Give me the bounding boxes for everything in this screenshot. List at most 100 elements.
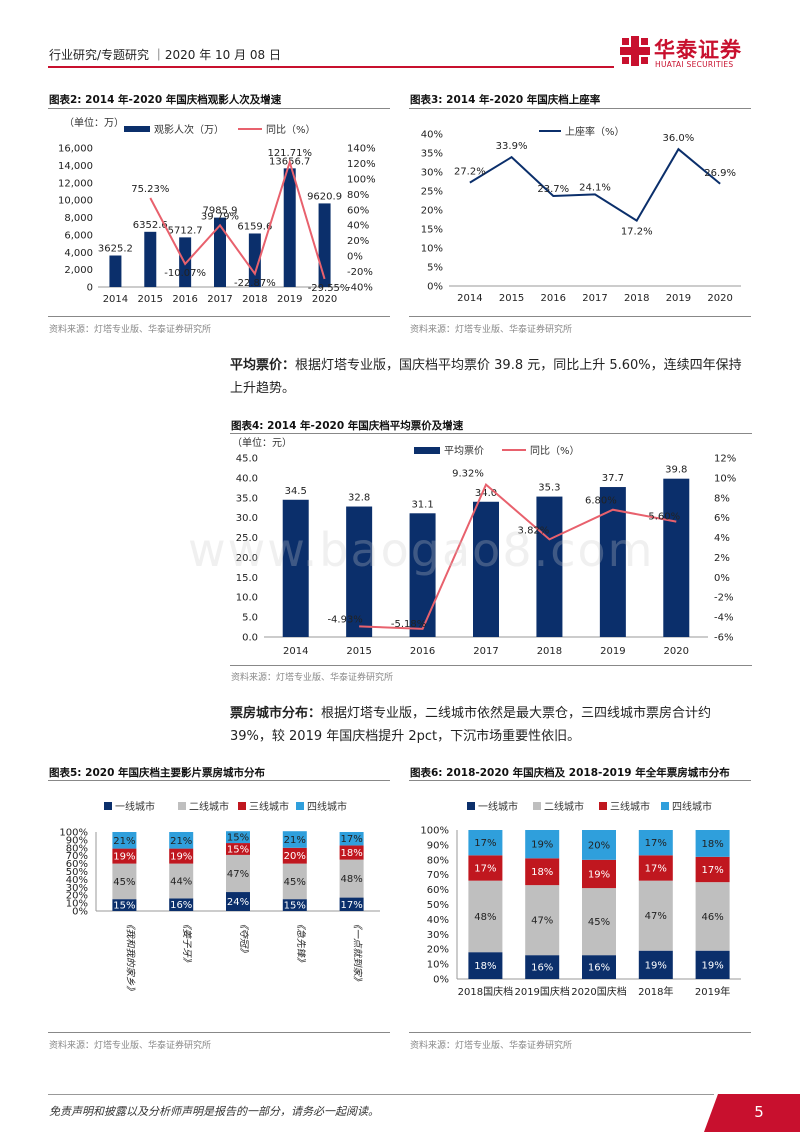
fig2-line-label: 39.79% bbox=[201, 211, 239, 222]
fig2-bar bbox=[248, 233, 261, 287]
fig5-segment bbox=[112, 899, 137, 911]
fig2-yaxis-right-tick: 0% bbox=[347, 252, 363, 263]
footer-disclaimer: 免责声明和披露以及分析师声明是报告的一部分，请务必一起阅读。 bbox=[49, 1105, 379, 1118]
fig6-x-tick: 2018国庆档 bbox=[458, 985, 513, 998]
fig2-line-label: -10.07% bbox=[164, 268, 206, 279]
fig4-bar-label: 39.8 bbox=[665, 465, 687, 476]
fig6-legend-swatch bbox=[599, 802, 607, 810]
fig6-segment bbox=[468, 880, 503, 953]
fig6-segment-label: 20% bbox=[588, 840, 610, 851]
fig4-legend-line-label: 同比（%） bbox=[530, 445, 580, 457]
fig4-yaxis-left-tick: 0.0 bbox=[242, 633, 258, 644]
fig6-y-tick: 60% bbox=[427, 885, 449, 896]
fig6-segment-label: 19% bbox=[645, 960, 667, 971]
fig5-segment bbox=[112, 863, 137, 900]
fig2-unit-label: （单位：万） bbox=[64, 116, 124, 129]
fig2-chart: （单位：万） 观影人次（万） 同比（%） 0 2,000 4,000 6,000 8,000 1… bbox=[58, 116, 376, 305]
fig2-line-label: 121.71% bbox=[267, 148, 312, 159]
fig3-line bbox=[469, 147, 721, 223]
fig6-legend-label: 一线城市 bbox=[478, 800, 518, 813]
fig6-top-rule bbox=[409, 780, 751, 781]
fig4-chart: （单位：元） 平均票价 同比（%） 0.0 5.0 10.0 15.0 20.0 25.0 30.… bbox=[232, 436, 736, 657]
logo-english: HUATAI SECURITIES bbox=[655, 60, 734, 69]
fig4-yaxis-right-tick: -6% bbox=[714, 633, 733, 644]
fig3-legend-label: 上座率（%） bbox=[565, 125, 625, 138]
fig6-chart: 一线城市 二线城市 三线城市 四线城市 0% 10% 20% 30% 40% 50% 60% 70% 8… bbox=[420, 800, 741, 998]
fig5-segment-label: 17% bbox=[340, 900, 362, 911]
fig6-segment-label: 16% bbox=[588, 963, 610, 974]
fig6-legend-label: 四线城市 bbox=[672, 800, 712, 813]
fig6-segment bbox=[525, 885, 560, 956]
fig5-legend-label: 一线城市 bbox=[115, 800, 155, 813]
fig5-segment bbox=[282, 831, 307, 848]
fig5-segment bbox=[226, 892, 250, 911]
fig3-title: 图表3: 2014 年-2020 年国庆档上座率 bbox=[410, 94, 601, 106]
fig6-segment-label: 19% bbox=[588, 869, 610, 880]
fig5-segment bbox=[226, 843, 250, 855]
fig5-title: 图表5: 2020 年国庆档主要影片票房城市分布 bbox=[49, 767, 266, 779]
fig2-bar-label: 3625.2 bbox=[98, 244, 133, 255]
header-rule bbox=[48, 66, 614, 68]
fig2-yaxis-right-tick: 100% bbox=[347, 174, 376, 185]
fig6-source: 资料来源：灯塔专业版、华泰证券研究所 bbox=[410, 1041, 573, 1051]
fig2-yaxis-left-tick: 10,000 bbox=[58, 196, 93, 207]
fig6-y-tick: 0% bbox=[433, 975, 449, 986]
fig6-segment-label: 19% bbox=[701, 960, 723, 971]
fig3-data-label: 24.1% bbox=[579, 182, 611, 193]
fig2-yaxis-right-tick: -20% bbox=[347, 267, 373, 278]
fig5-segment-label: 21% bbox=[113, 836, 135, 847]
fig2-yaxis-left-tick: 2,000 bbox=[64, 265, 93, 276]
fig4-yaxis-left-tick: 30.0 bbox=[236, 513, 258, 524]
fig3-data-label: 36.0% bbox=[663, 133, 695, 144]
fig3-x-tick: 2015 bbox=[499, 293, 524, 304]
fig4-source: 资料来源：灯塔专业版、华泰证券研究所 bbox=[231, 673, 394, 683]
fig4-bar bbox=[346, 506, 373, 637]
fig4-yaxis-left-tick: 5.0 bbox=[242, 613, 258, 624]
fig4-bar-label: 31.1 bbox=[411, 499, 433, 510]
fig5-segment bbox=[169, 898, 194, 911]
fig2-bar bbox=[283, 168, 296, 287]
fig6-legend-swatch bbox=[533, 802, 541, 810]
fig2-x-tick: 2020 bbox=[312, 294, 337, 305]
fig3-data-label: 17.2% bbox=[621, 227, 653, 238]
fig2-legend-line-label: 同比（%） bbox=[266, 124, 316, 136]
fig3-y-tick: 5% bbox=[427, 263, 443, 274]
fig4-yaxis-left-tick: 25.0 bbox=[236, 533, 258, 544]
fig4-yaxis-right-tick: -4% bbox=[714, 613, 733, 624]
fig6-legend-label: 三线城市 bbox=[610, 800, 650, 813]
fig5-bottom-rule bbox=[48, 1032, 390, 1033]
fig6-segment-label: 17% bbox=[645, 838, 667, 849]
fig2-yaxis-right-tick: 60% bbox=[347, 205, 369, 216]
fig5-y-tick: 100% bbox=[59, 828, 88, 839]
fig2-bar bbox=[318, 203, 331, 287]
fig6-legend-label: 二线城市 bbox=[544, 800, 584, 813]
fig5-segment bbox=[339, 845, 364, 860]
fig5-segment bbox=[339, 897, 364, 911]
fig3-y-tick: 0% bbox=[427, 282, 443, 293]
fig2-source: 资料来源：灯塔专业版、华泰证券研究所 bbox=[49, 325, 212, 335]
fig2-yaxis-right-tick: 140% bbox=[347, 144, 376, 155]
fig5-segment bbox=[226, 854, 250, 893]
fig2-yaxis-left-tick: 0 bbox=[87, 283, 93, 294]
fig2-line-label: -29.55% bbox=[308, 283, 350, 294]
fig3-x-tick: 2017 bbox=[582, 293, 607, 304]
fig4-line-label: -5.18% bbox=[391, 619, 426, 630]
fig5-segment-label: 48% bbox=[340, 874, 362, 885]
fig6-segment bbox=[468, 855, 503, 881]
fig3-data-label: 23.7% bbox=[537, 184, 569, 195]
fig4-bottom-rule bbox=[230, 665, 752, 666]
fig3-x-tick: 2019 bbox=[666, 293, 691, 304]
fig6-segment bbox=[468, 830, 503, 856]
fig4-yoy-line bbox=[359, 483, 677, 630]
fig5-segment bbox=[169, 863, 194, 899]
fig6-x-tick: 2020国庆档 bbox=[571, 985, 626, 998]
fig6-segment-label: 17% bbox=[701, 865, 723, 876]
fig4-yaxis-right-tick: 6% bbox=[714, 513, 730, 524]
footer-rule bbox=[48, 1094, 714, 1095]
fig6-segment-label: 47% bbox=[645, 911, 667, 922]
fig6-segment bbox=[695, 856, 730, 883]
fig3-y-tick: 35% bbox=[421, 149, 443, 160]
fig6-y-tick: 40% bbox=[427, 915, 449, 926]
fig5-segment-label: 19% bbox=[113, 852, 135, 863]
fig4-line-label: 5.60% bbox=[648, 512, 680, 523]
